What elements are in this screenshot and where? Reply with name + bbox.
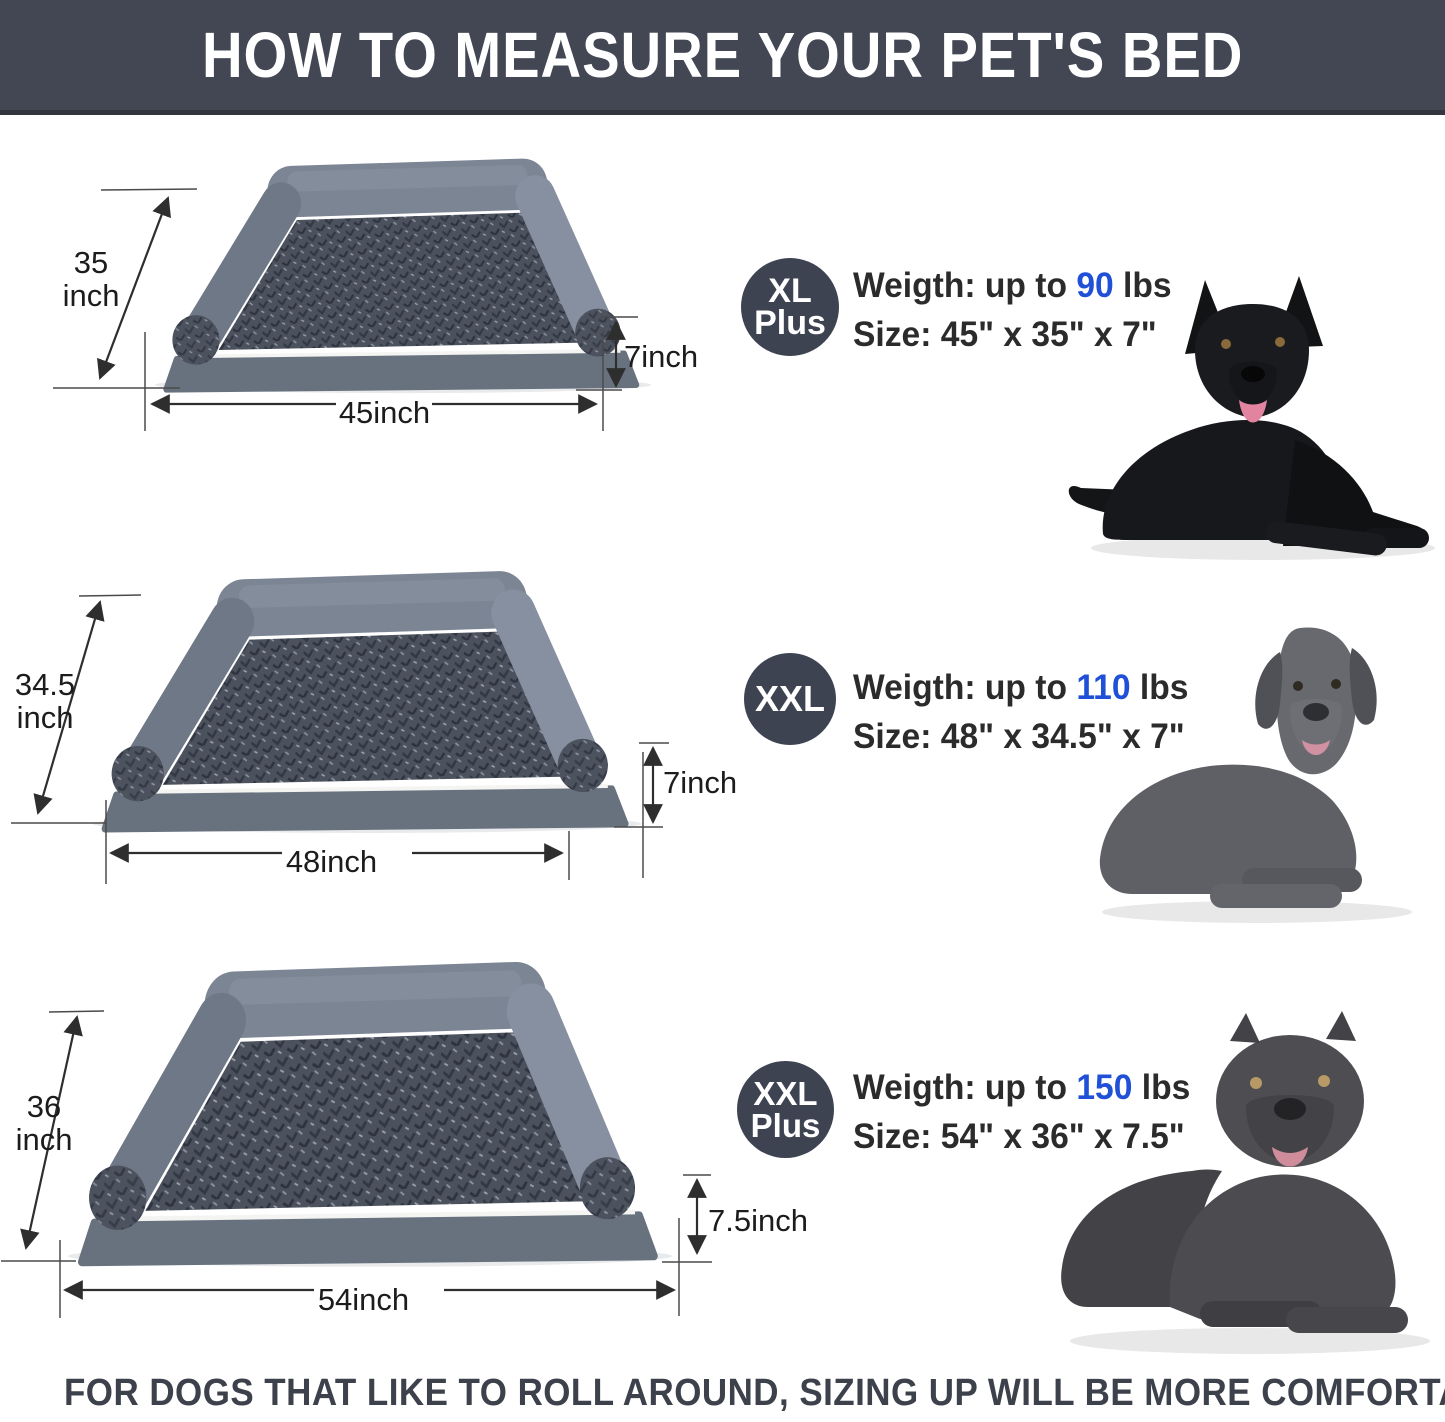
weight-line-xxl: Weigth: up to 110 lbs	[853, 668, 1189, 707]
depth-label-xxl-plus: 36 inch	[15, 1089, 73, 1158]
size-badge-xxl-plus: XXL Plus	[737, 1061, 834, 1158]
footer-note: FOR DOGS THAT LIKE TO ROLL AROUND, SIZIN…	[63, 1372, 1445, 1414]
size-line-xl-plus: Size: 45" x 35" x 7"	[853, 315, 1157, 354]
header-banner: HOW TO MEASURE YOUR PET'S BED	[0, 0, 1445, 115]
size-badge-xxl: XXL	[744, 653, 836, 745]
size-badge-xl-plus: XL Plus	[741, 258, 839, 356]
dog-photo-cane-corso	[1061, 1011, 1430, 1354]
height-label-xxl: 7inch	[663, 765, 738, 800]
weight-value: 110	[1076, 668, 1131, 707]
width-label-xxl-plus: 54inch	[317, 1282, 410, 1317]
width-label-xxl: 48inch	[285, 844, 378, 879]
weight-value: 90	[1076, 266, 1114, 305]
bed-illustration-xl-plus	[142, 154, 664, 394]
footer-note-wrap: FOR DOGS THAT LIKE TO ROLL AROUND, SIZIN…	[0, 1372, 1445, 1415]
width-label-xl-plus: 45inch	[338, 395, 431, 430]
weight-value: 150	[1076, 1068, 1133, 1107]
size-line-xxl-plus: Size: 54" x 36" x 7.5"	[853, 1117, 1185, 1156]
dog-photo-german-shepherd	[1068, 276, 1435, 560]
dog-photo-great-dane	[1099, 627, 1412, 923]
weight-line-xxl-plus: Weigth: up to 150 lbs	[853, 1068, 1191, 1107]
depth-label-xl-plus: 35 inch	[62, 245, 120, 314]
weight-line-xl-plus: Weigth: up to 90 lbs	[853, 266, 1172, 305]
height-label-xxl-plus: 7.5inch	[708, 1203, 808, 1238]
bed-illustration-xxl-plus	[52, 956, 688, 1268]
size-line-xxl: Size: 48" x 34.5" x 7"	[853, 717, 1185, 756]
depth-label-xxl: 34.5 inch	[14, 667, 76, 736]
bed-illustration-xxl	[78, 566, 656, 834]
height-label-xl-plus: 7inch	[624, 339, 699, 374]
page-title: HOW TO MEASURE YOUR PET'S BED	[201, 19, 1244, 91]
